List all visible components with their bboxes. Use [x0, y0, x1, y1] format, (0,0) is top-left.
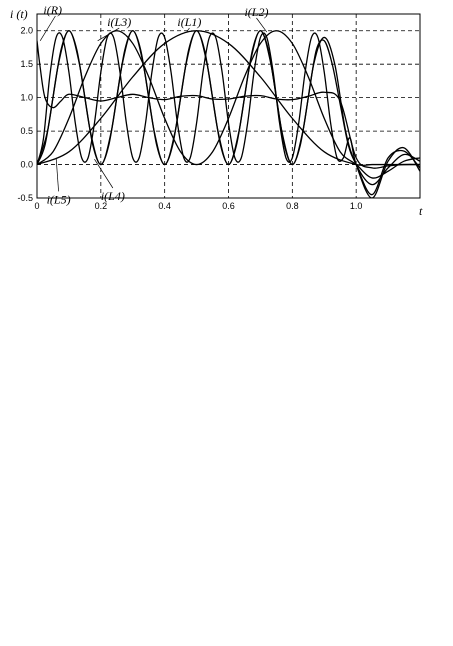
tick-labels: 0 0.2 0.4 0.6 0.8 1.0 -0.5 0.0 0.5 1.0 1.5 2.0 — [17, 26, 362, 211]
x-tick-label: 1.0 — [350, 201, 363, 211]
x-axis-label: t — [419, 204, 423, 218]
series-line-il1 — [37, 30, 420, 167]
curve-label: i(R) — [43, 3, 62, 17]
annotation-leader — [256, 17, 268, 33]
annotation-leader — [55, 157, 59, 192]
x-tick-label: 0.2 — [95, 201, 108, 211]
series-line-il4 — [37, 30, 420, 196]
plot-frame — [36, 13, 421, 199]
y-axis-label: i (t) — [10, 7, 28, 21]
curve-annotations: i(R) i(L3) i(L1) i(L2) i(L5) i(L4) — [39, 3, 268, 206]
series-line-ir — [37, 40, 420, 169]
curve-label: i(L1) — [177, 15, 201, 29]
x-tick-label: 0 — [34, 201, 39, 211]
y-tick-label: 0.0 — [20, 160, 33, 170]
annotation-leader — [94, 159, 114, 189]
y-tick-label: 1.5 — [20, 59, 33, 69]
chart-figure: 0 0.2 0.4 0.6 0.8 1.0 -0.5 0.0 0.5 1.0 1.5 2.0 i(R)… — [0, 0, 453, 240]
x-tick-label: 0.8 — [286, 201, 299, 211]
series-layer — [37, 30, 420, 198]
annotation-leader — [39, 15, 56, 41]
series-line-il5 — [37, 32, 420, 198]
x-tick-label: 0.6 — [222, 201, 235, 211]
y-tick-label: 0.5 — [20, 126, 33, 136]
curve-label: i(L5) — [47, 192, 71, 206]
annotation-leader — [97, 27, 120, 42]
line-chart: 0 0.2 0.4 0.6 0.8 1.0 -0.5 0.0 0.5 1.0 1.5 2.0 i(R)… — [10, 3, 423, 218]
y-tick-label: -0.5 — [17, 193, 33, 203]
y-tick-label: 1.0 — [20, 93, 33, 103]
annotation-leader — [186, 27, 190, 32]
x-tick-label: 0.4 — [158, 201, 171, 211]
curve-label: i(L2) — [244, 5, 268, 19]
y-tick-label: 2.0 — [20, 26, 33, 36]
curve-label: i(L3) — [107, 15, 131, 29]
curve-label: i(L4) — [101, 189, 125, 203]
